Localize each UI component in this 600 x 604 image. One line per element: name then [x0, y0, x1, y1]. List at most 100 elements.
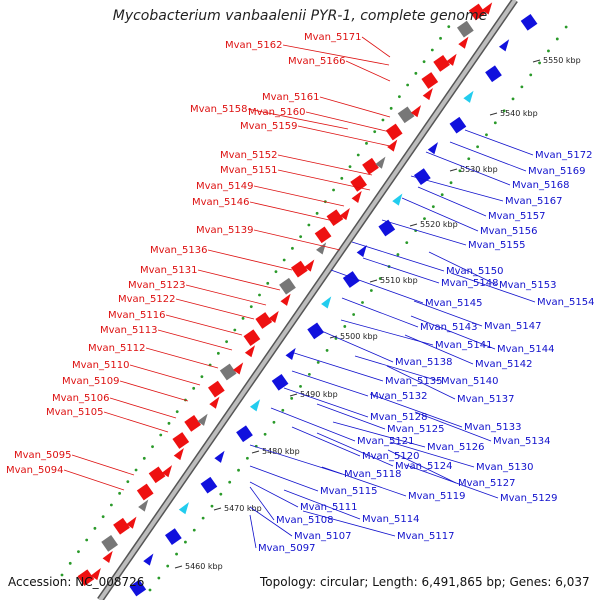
gene-block	[219, 363, 237, 381]
scale-tick	[449, 168, 458, 172]
scale-mark-label: 5510 kbp	[380, 276, 418, 285]
left-tick-dot	[299, 235, 303, 239]
right-tick-dot	[440, 193, 444, 197]
gene-arrow	[498, 39, 510, 52]
right-tick-dot	[352, 313, 356, 316]
left-leader-line	[247, 108, 349, 130]
right-tick-dot	[157, 576, 161, 580]
right-leader-line	[249, 481, 299, 508]
left-tick-dot	[77, 550, 80, 554]
gene-arrow	[214, 450, 225, 463]
gene-block	[378, 219, 396, 237]
left-tick-dot	[60, 573, 64, 577]
gene-label-right: Mvan_5127	[458, 478, 515, 489]
gene-label-right: Mvan_5128	[370, 412, 427, 423]
gene-label-right: Mvan_5126	[427, 442, 484, 453]
right-tick-dot	[245, 456, 249, 460]
scale-mark-label: 5470 kbp	[224, 504, 262, 513]
right-tick-dot	[378, 277, 382, 280]
gene-label-right: Mvan_5153	[499, 280, 556, 291]
gene-arrow	[422, 88, 433, 101]
gene-label-left: Mvan_5149	[196, 181, 253, 192]
gene-arrow	[351, 190, 362, 204]
scale-mark-label: 5460 kbp	[185, 562, 223, 571]
gene-label-left: Mvan_5095	[14, 450, 71, 461]
right-leader-line	[413, 300, 483, 327]
right-leader-line	[428, 251, 498, 286]
gene-label-right: Mvan_5125	[387, 424, 444, 435]
gene-label-left: Mvan_5109	[62, 376, 119, 387]
gene-block	[279, 277, 296, 295]
gene-label-right: Mvan_5107	[294, 531, 351, 542]
left-tick-dot	[373, 130, 377, 134]
right-leader-line	[302, 510, 396, 537]
gene-label-right: Mvan_5172	[535, 150, 592, 161]
left-tick-dot	[266, 281, 270, 285]
left-tick-dot	[282, 258, 286, 262]
right-leader-line	[283, 489, 361, 520]
left-tick-dot	[258, 293, 261, 297]
gene-label-right: Mvan_5117	[397, 531, 454, 542]
gene-label-right: Mvan_5124	[395, 461, 452, 472]
gene-block	[236, 425, 253, 443]
left-tick-dot	[315, 211, 319, 215]
gene-block	[520, 13, 538, 31]
right-tick-dot	[485, 133, 488, 137]
right-leader-line	[332, 421, 426, 448]
left-tick-dot	[109, 503, 113, 507]
scale-tick	[369, 279, 378, 283]
scale-mark-label: 5500 kbp	[340, 332, 378, 341]
gene-label-right: Mvan_5147	[484, 321, 541, 332]
left-leader-line	[119, 380, 189, 402]
gene-block	[113, 517, 130, 535]
gene-label-right: Mvan_5132	[370, 391, 427, 402]
gene-block	[307, 322, 324, 340]
topology-summary: Topology: circular; Length: 6,491,865 bp…	[260, 575, 590, 589]
right-leader-line	[401, 197, 479, 232]
gene-arrow	[268, 310, 279, 324]
gene-label-right: Mvan_5156	[480, 226, 537, 237]
gene-arrow	[410, 105, 422, 118]
gene-arrow	[339, 208, 350, 221]
gene-arrow	[458, 36, 469, 49]
left-tick-dot	[340, 176, 344, 180]
left-leader-line	[253, 185, 345, 207]
gene-block	[129, 579, 147, 597]
left-leader-line	[319, 96, 391, 118]
right-tick-dot	[538, 61, 541, 65]
right-tick-dot	[148, 588, 152, 592]
right-tick-dot	[449, 181, 453, 185]
scale-mark-label: 5480 kbp	[262, 447, 300, 456]
gene-block	[449, 116, 467, 134]
gene-label-right: Mvan_5119	[408, 491, 465, 502]
right-leader-line	[316, 403, 386, 430]
gene-label-right: Mvan_5155	[468, 240, 525, 251]
left-leader-line	[277, 154, 373, 176]
gene-block	[421, 72, 439, 89]
right-tick-dot	[237, 468, 240, 472]
right-leader-line	[405, 464, 499, 499]
map-title: Mycobacterium vanbaalenii PYR-1, complet…	[112, 8, 488, 24]
right-tick-dot	[166, 564, 170, 568]
right-leader-line	[316, 432, 394, 467]
right-tick-dot	[272, 420, 276, 424]
right-tick-dot	[511, 97, 515, 101]
gene-label-left: Mvan_5110	[72, 360, 129, 371]
left-tick-dot	[175, 410, 179, 414]
right-leader-line	[290, 351, 384, 382]
scale-tick	[213, 507, 222, 511]
left-tick-dot	[216, 351, 220, 355]
gene-label-left: Mvan_5146	[192, 197, 249, 208]
gene-arrow	[143, 553, 154, 566]
gene-label-left: Mvan_5131	[140, 265, 197, 276]
right-tick-dot	[564, 25, 568, 29]
gene-label-right: Mvan_5133	[464, 422, 521, 433]
gene-block	[362, 157, 379, 175]
right-leader-line	[414, 411, 492, 442]
right-leader-line	[404, 334, 474, 365]
left-tick-dot	[356, 153, 360, 157]
gene-label-right: Mvan_5138	[395, 357, 452, 368]
gene-label-right: Mvan_5130	[476, 462, 533, 473]
left-leader-line	[145, 347, 219, 369]
left-leader-line	[197, 269, 281, 291]
